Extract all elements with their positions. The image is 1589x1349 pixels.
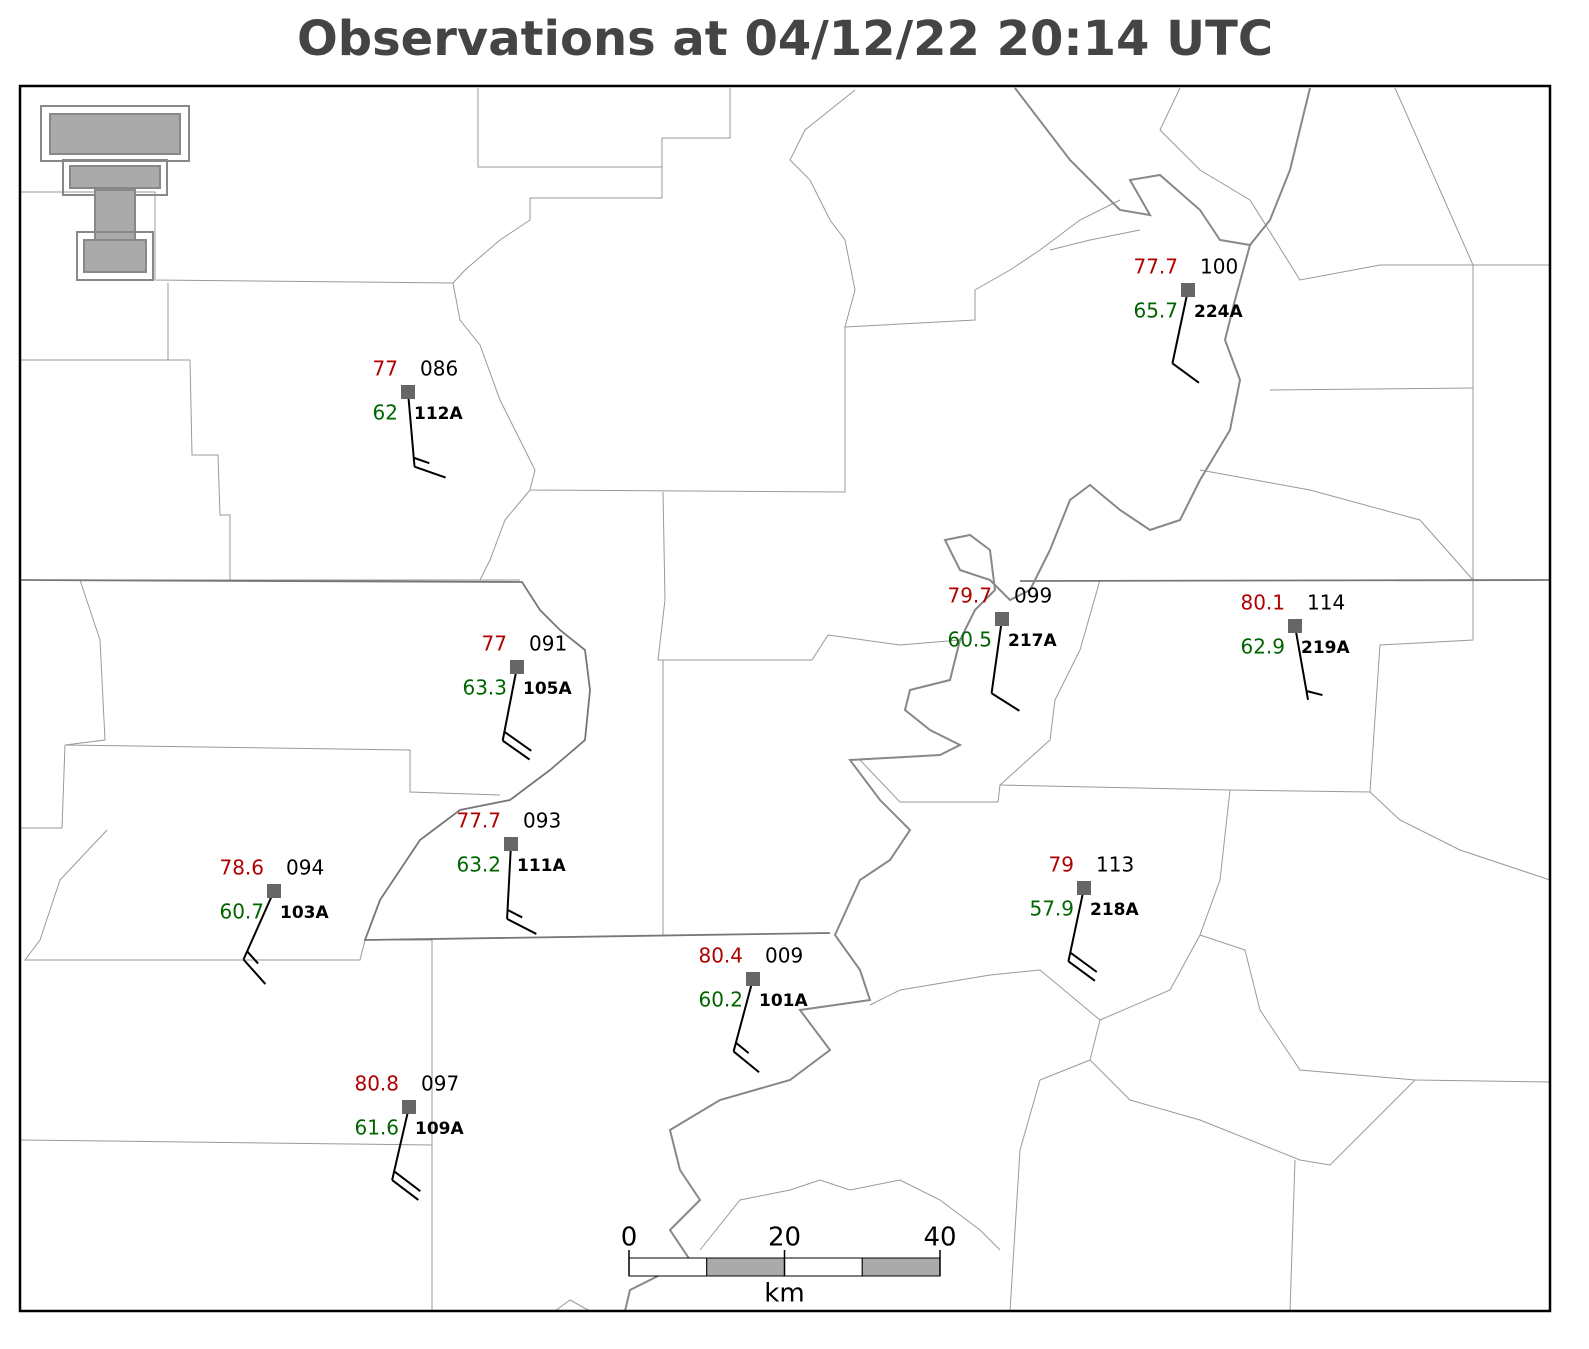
- pressure: 114: [1307, 591, 1345, 615]
- pressure: 099: [1014, 584, 1052, 608]
- station-id: 218A: [1090, 900, 1139, 920]
- station-marker: [746, 972, 760, 986]
- pressure: 009: [765, 944, 803, 968]
- logo: [40, 105, 190, 281]
- pressure: 086: [420, 357, 458, 381]
- station-marker: [267, 884, 281, 898]
- station-marker: [401, 385, 415, 399]
- wind-barb: [732, 978, 760, 1074]
- dewpoint: 65.7: [1133, 299, 1178, 323]
- scale-bar: 0 20 40 km: [621, 1223, 957, 1309]
- dewpoint: 62: [373, 401, 398, 425]
- scale-segment: [784, 1257, 863, 1277]
- station-id: 112A: [414, 404, 463, 424]
- scale-segment: [861, 1257, 941, 1277]
- temperature: 80.1: [1240, 591, 1285, 615]
- temperature: 79: [1049, 853, 1074, 877]
- scale-unit: km: [764, 1279, 804, 1309]
- station-id: 217A: [1008, 631, 1057, 651]
- wind-barb: [990, 618, 1020, 712]
- station-marker: [402, 1100, 416, 1114]
- wind-barb: [1067, 887, 1098, 982]
- dewpoint: 60.5: [947, 628, 992, 652]
- dewpoint: 61.6: [354, 1116, 399, 1140]
- station-marker: [1077, 881, 1091, 895]
- station-id: 219A: [1301, 638, 1350, 658]
- dewpoint: 63.3: [462, 676, 507, 700]
- pressure: 097: [421, 1072, 459, 1096]
- scale-tick-label: 0: [621, 1223, 638, 1253]
- pressure: 113: [1096, 853, 1134, 877]
- wind-barb: [501, 666, 532, 761]
- temperature: 80.4: [698, 944, 743, 968]
- dewpoint: 57.9: [1029, 897, 1074, 921]
- dewpoint: 63.2: [456, 853, 501, 877]
- pressure: 094: [286, 856, 324, 880]
- pressure: 100: [1200, 255, 1238, 279]
- map-frame: [18, 84, 1552, 1313]
- temperature: 77: [373, 357, 398, 381]
- temperature: 77.7: [456, 809, 501, 833]
- scale-segment: [628, 1257, 708, 1277]
- station-marker: [504, 837, 518, 851]
- temperature: 80.8: [354, 1072, 399, 1096]
- station-id: 224A: [1194, 302, 1243, 322]
- station-marker: [995, 612, 1009, 626]
- scale-segment: [706, 1257, 785, 1277]
- temperature: 78.6: [219, 856, 264, 880]
- dewpoint: 60.2: [698, 988, 743, 1012]
- station-id: 105A: [523, 679, 572, 699]
- basemap: [20, 87, 1551, 1312]
- station-marker: [1181, 283, 1195, 297]
- wind-barb: [1171, 289, 1200, 384]
- wind-barb: [1294, 625, 1323, 701]
- dewpoint: 62.9: [1240, 635, 1285, 659]
- wind-barb: [391, 1106, 421, 1201]
- station-id: 101A: [759, 991, 808, 1011]
- dewpoint: 60.7: [219, 900, 264, 924]
- scale-tick-label: 40: [923, 1223, 956, 1253]
- scale-tick-label: 20: [768, 1223, 801, 1253]
- station-id: 103A: [280, 903, 329, 923]
- pressure: 093: [523, 809, 561, 833]
- station-marker: [1288, 619, 1302, 633]
- wind-barb: [506, 843, 537, 935]
- temperature: 77.7: [1133, 255, 1178, 279]
- wind-barb: [242, 890, 275, 985]
- temperature: 79.7: [947, 584, 992, 608]
- temperature: 77: [482, 632, 507, 656]
- wind-barb: [407, 391, 446, 479]
- station-id: 111A: [517, 856, 566, 876]
- station-id: 109A: [415, 1119, 464, 1139]
- pressure: 091: [529, 632, 567, 656]
- station-marker: [510, 660, 524, 674]
- station-layer: 77 086 62 112A 77.7 100 65.7 224A 79.7 099 60.5 217…: [219, 255, 1350, 1201]
- title: Observations at 04/12/22 20:14 UTC: [297, 11, 1273, 67]
